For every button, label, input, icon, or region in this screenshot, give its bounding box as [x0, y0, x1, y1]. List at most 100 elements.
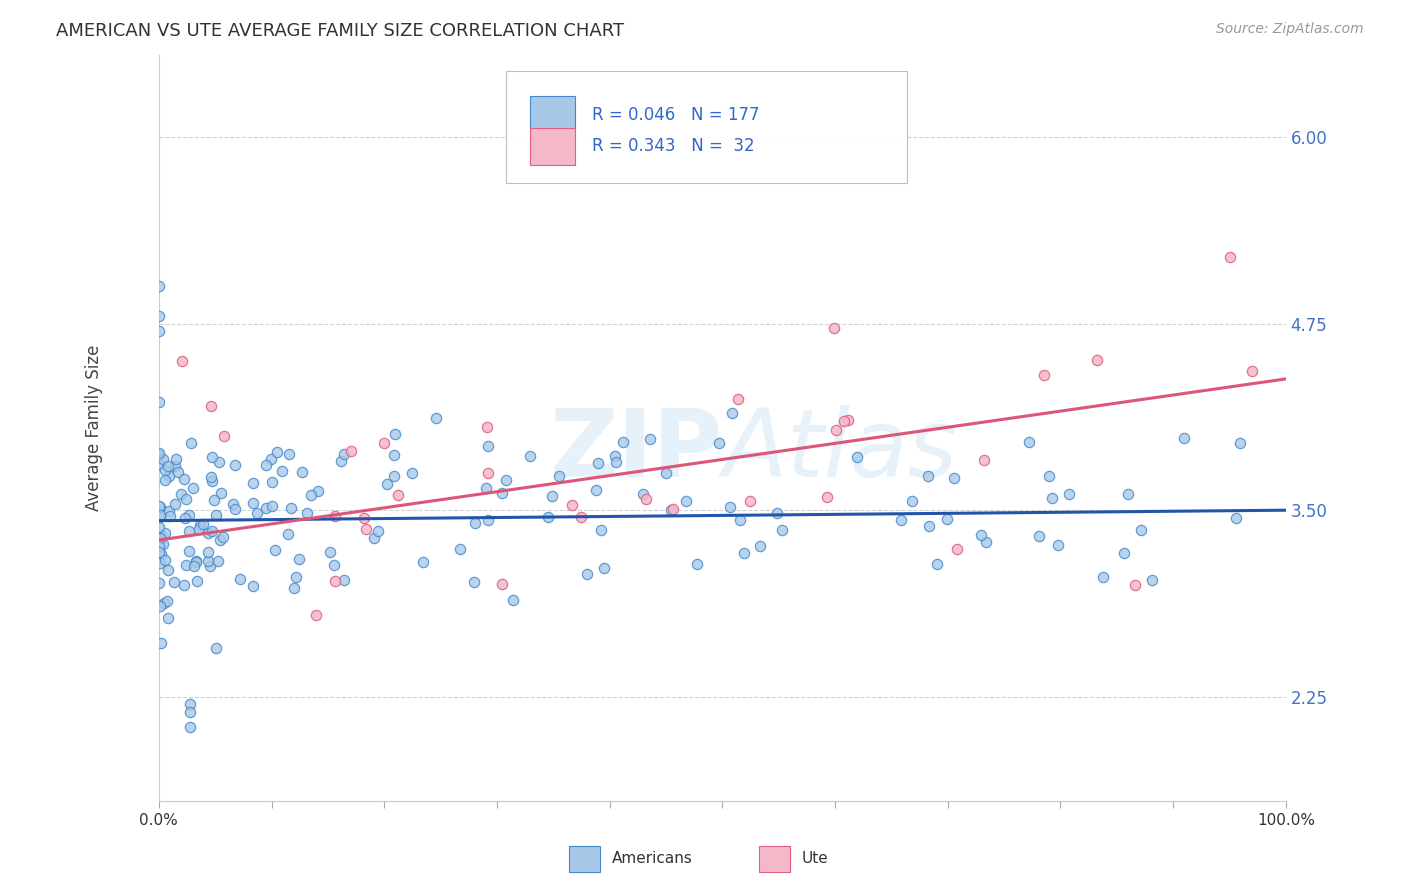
Point: [1123, 578, 1146, 592]
Point: [375, 477, 398, 491]
Point: [502, 592, 524, 607]
Point: [180, 436, 202, 450]
Point: [148, 446, 170, 460]
Point: [662, 502, 685, 516]
Point: [266, 445, 288, 459]
Point: [974, 535, 997, 549]
Point: [1047, 538, 1070, 552]
Point: [291, 465, 314, 479]
Point: [765, 506, 787, 520]
Point: [155, 525, 177, 540]
Point: [148, 539, 170, 553]
Point: [382, 468, 405, 483]
Point: [156, 563, 179, 577]
Point: [1085, 352, 1108, 367]
Point: [183, 559, 205, 574]
Point: [748, 539, 770, 553]
Point: [491, 486, 513, 500]
Point: [242, 496, 264, 510]
Point: [728, 513, 751, 527]
Point: [605, 450, 627, 464]
Point: [179, 720, 201, 734]
Point: [191, 517, 214, 532]
Point: [229, 573, 252, 587]
Point: [173, 578, 195, 592]
Point: [214, 428, 236, 442]
Point: [322, 558, 344, 572]
Point: [340, 444, 363, 458]
Point: [1057, 487, 1080, 501]
Point: [254, 458, 277, 472]
Point: [224, 501, 246, 516]
Point: [201, 524, 224, 538]
Point: [425, 410, 447, 425]
Point: [148, 576, 170, 591]
Point: [305, 607, 328, 622]
Point: [155, 473, 177, 487]
Point: [242, 579, 264, 593]
Point: [184, 555, 207, 569]
Point: [1040, 491, 1063, 506]
Point: [155, 463, 177, 477]
Point: [548, 469, 571, 483]
Point: [709, 436, 731, 450]
Text: Source: ZipAtlas.com: Source: ZipAtlas.com: [1216, 22, 1364, 37]
Text: Atlas: Atlas: [723, 405, 957, 496]
Point: [846, 450, 869, 464]
Point: [935, 512, 957, 526]
Point: [157, 504, 180, 518]
Point: [1116, 487, 1139, 501]
Point: [148, 545, 170, 559]
Point: [211, 485, 233, 500]
Point: [464, 516, 486, 530]
Point: [197, 545, 219, 559]
Point: [825, 423, 848, 437]
Point: [165, 451, 187, 466]
Point: [823, 320, 845, 334]
Point: [540, 489, 562, 503]
Point: [179, 524, 201, 538]
Point: [152, 452, 174, 467]
Point: [770, 523, 793, 537]
Point: [202, 493, 225, 508]
Point: [299, 488, 322, 502]
Point: [173, 510, 195, 524]
Point: [165, 497, 187, 511]
Point: [1028, 529, 1050, 543]
Point: [1091, 570, 1114, 584]
Point: [208, 533, 231, 547]
Point: [1229, 436, 1251, 450]
Point: [588, 456, 610, 470]
Point: [277, 447, 299, 461]
Point: [1219, 250, 1241, 264]
Point: [733, 546, 755, 560]
Point: [148, 324, 170, 338]
Point: [475, 420, 498, 434]
Text: Americans: Americans: [612, 852, 693, 866]
Point: [211, 530, 233, 544]
Point: [173, 472, 195, 486]
Point: [201, 475, 224, 489]
Point: [495, 473, 517, 487]
Point: [1114, 546, 1136, 560]
Point: [181, 481, 204, 495]
Point: [1129, 524, 1152, 538]
Point: [198, 559, 221, 574]
Point: [1038, 468, 1060, 483]
Point: [156, 594, 179, 608]
Point: [815, 490, 838, 504]
Text: R = 0.343   N =  32: R = 0.343 N = 32: [592, 137, 755, 155]
Point: [148, 395, 170, 409]
Point: [412, 555, 434, 569]
Point: [165, 458, 187, 473]
Point: [170, 487, 193, 501]
Point: [918, 518, 941, 533]
Point: [149, 547, 172, 561]
Point: [477, 466, 499, 480]
Point: [207, 455, 229, 469]
Point: [270, 464, 292, 478]
Point: [264, 542, 287, 557]
Point: [280, 500, 302, 515]
Point: [149, 508, 172, 522]
Point: [197, 526, 219, 541]
